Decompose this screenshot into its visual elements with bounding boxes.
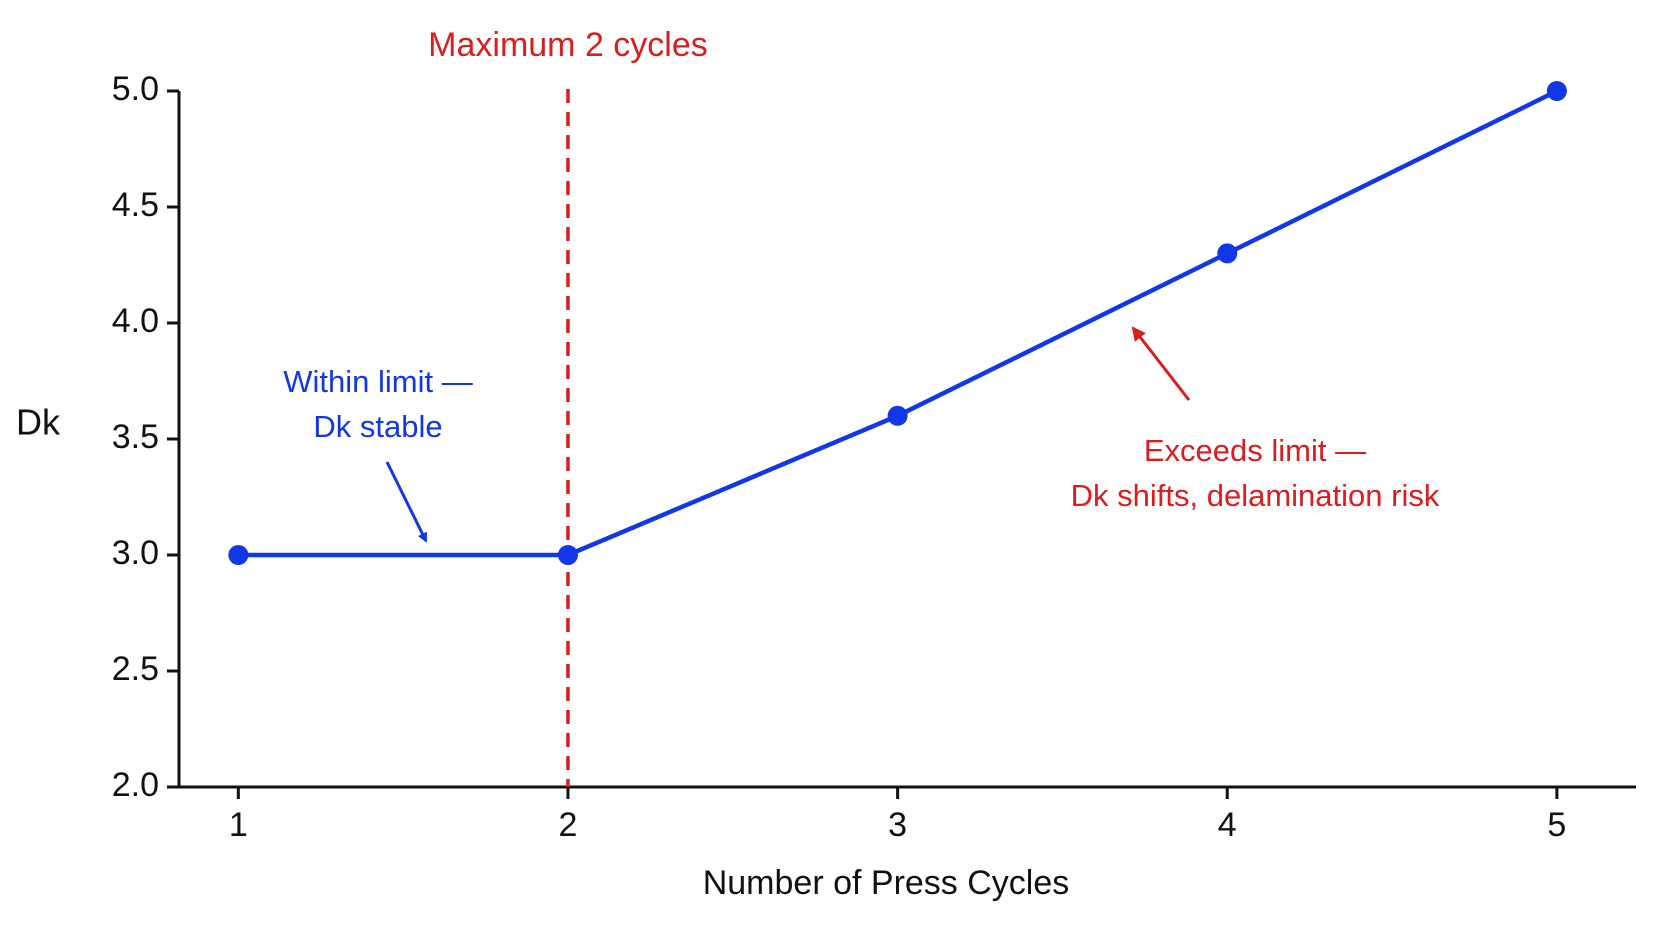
limit-label: Maximum 2 cycles xyxy=(428,26,708,64)
x-tick-label: 4 xyxy=(1218,806,1237,844)
x-tick-label: 5 xyxy=(1547,806,1566,844)
y-tick-label: 3.0 xyxy=(112,534,159,572)
annotation: Dk stable xyxy=(313,409,442,444)
annotation: Exceeds limit — xyxy=(1144,433,1366,468)
annotation: Within limit — xyxy=(283,364,472,399)
data-point xyxy=(228,545,249,565)
data-point xyxy=(1217,243,1238,264)
y-tick-label: 2.5 xyxy=(112,650,159,688)
x-tick-label: 1 xyxy=(229,806,248,844)
x-tick-label: 2 xyxy=(559,806,578,844)
y-tick-label: 2.0 xyxy=(112,766,159,804)
y-tick-label: 4.0 xyxy=(112,302,159,340)
data-point xyxy=(1546,81,1567,101)
x-tick-label: 3 xyxy=(888,806,907,844)
y-tick-label: 5.0 xyxy=(112,70,159,108)
annotation-arrow xyxy=(1131,326,1191,401)
y-tick-label: 3.5 xyxy=(112,418,159,456)
data-point xyxy=(887,405,908,426)
y-axis-label: Dk xyxy=(16,402,61,443)
data-point xyxy=(557,545,578,565)
annotation-arrow xyxy=(385,461,428,543)
annotation: Dk shifts, delamination risk xyxy=(1071,478,1440,513)
x-axis-label: Number of Press Cycles xyxy=(703,864,1070,902)
y-tick-label: 4.5 xyxy=(112,186,159,224)
